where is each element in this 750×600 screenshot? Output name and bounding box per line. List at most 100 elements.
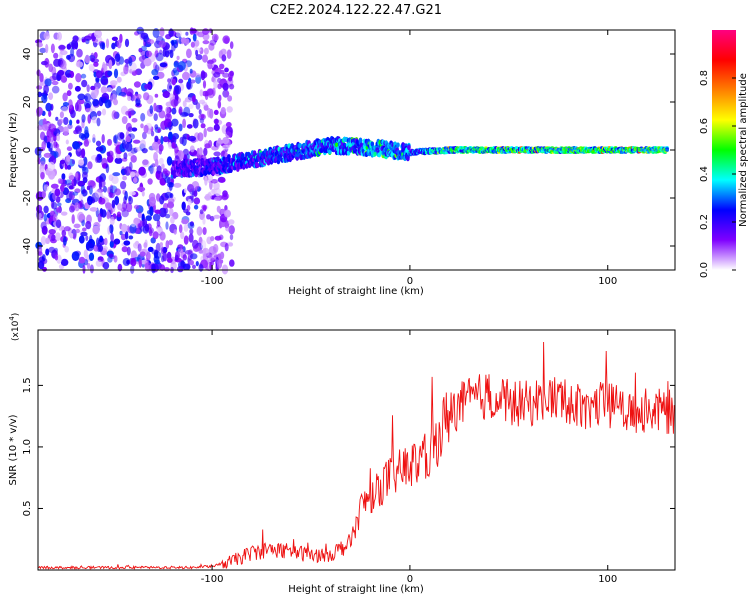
heatmap-cell [83, 100, 92, 109]
heatmap-cell [65, 139, 69, 145]
heatmap-cell [202, 54, 208, 63]
heatmap-cell [92, 98, 100, 107]
heatmap-cell [189, 68, 193, 74]
heatmap-cell [84, 95, 88, 102]
heatmap-cell [109, 216, 115, 226]
heatmap-cell [168, 239, 174, 246]
heatmap-cell [56, 133, 61, 142]
heatmap-cell [71, 159, 75, 165]
heatmap-cell [81, 114, 86, 123]
heatmap-cell [224, 209, 231, 218]
heatmap-cell [183, 188, 187, 194]
heatmap-cell [65, 73, 72, 78]
heatmap-cell [154, 158, 159, 167]
heatmap-cell [124, 230, 129, 240]
heatmap-cell [48, 92, 54, 100]
heatmap-cell [111, 36, 118, 41]
heatmap-cell [50, 43, 55, 54]
heatmap-cell [125, 110, 130, 116]
heatmap-cell [213, 80, 218, 89]
heatmap-cell [227, 219, 235, 225]
heatmap-cell [213, 109, 219, 115]
heatmap-cell [66, 165, 72, 170]
heatmap-cell [78, 235, 85, 244]
heatmap-cell [82, 227, 87, 232]
heatmap-cell [153, 102, 157, 112]
heatmap-cell [219, 80, 225, 85]
heatmap-cell [197, 132, 204, 142]
heatmap-cell [222, 72, 230, 78]
snr-multiplier-label: (x104) [8, 313, 21, 341]
snr-panel: -100 0 100 0.5 1.0 1.5 (x104) Height of stra… [8, 313, 676, 595]
heatmap-cell [158, 40, 166, 48]
heatmap-cell [283, 152, 288, 159]
heatmap-cell [100, 86, 108, 94]
heatmap-cell [180, 37, 187, 44]
heatmap-cell [177, 265, 184, 273]
heatmap-cell [128, 56, 133, 67]
heatmap-cell [140, 32, 149, 39]
heatmap-cell [194, 39, 200, 47]
heatmap-cell [102, 61, 106, 72]
heatmap-cell [195, 49, 199, 57]
heatmap-cell [160, 246, 165, 255]
heatmap-cell [119, 132, 125, 140]
heatmap-cell [117, 203, 123, 211]
heatmap-cell [185, 31, 189, 36]
heatmap-cell [79, 193, 84, 200]
heatmap-cell [45, 237, 50, 244]
heatmap-cell [68, 99, 73, 109]
heatmap-cell [43, 184, 49, 192]
heatmap-cell [141, 190, 145, 197]
heatmap-cell [177, 244, 184, 251]
heatmap-cell [209, 108, 214, 119]
heatmap-cell [216, 259, 223, 269]
heatmap-cell [60, 258, 69, 266]
x-tick-label: -100 [201, 276, 224, 287]
heatmap-cell [138, 47, 143, 53]
heatmap-cell [53, 58, 61, 67]
heatmap-cell [98, 244, 103, 252]
heatmap-cell [165, 221, 169, 230]
heatmap-cell [176, 55, 180, 61]
heatmap-cell [40, 221, 47, 231]
heatmap-cell [136, 93, 142, 100]
heatmap-cell [66, 43, 72, 50]
heatmap-cell [199, 89, 204, 97]
heatmap-cell [43, 84, 49, 94]
heatmap-cell [95, 259, 103, 267]
heatmap-cell [59, 159, 66, 164]
heatmap-cell [163, 267, 170, 272]
heatmap-cell [156, 193, 161, 202]
heatmap-cell [154, 209, 161, 215]
heatmap-cell [216, 205, 221, 213]
heatmap-cell [72, 191, 79, 196]
heatmap-cell [40, 131, 46, 141]
heatmap-cell [102, 261, 110, 270]
heatmap-cell [76, 119, 80, 124]
heatmap-cell [105, 87, 113, 93]
heatmap-cell [179, 136, 184, 145]
heatmap-cell [128, 196, 134, 205]
heatmap-cell [154, 93, 159, 98]
heatmap-cell [166, 257, 173, 263]
heatmap-cell [118, 91, 126, 97]
heatmap-cell [95, 156, 100, 164]
heatmap-cell [159, 62, 168, 68]
heatmap-cell [214, 235, 222, 241]
heatmap-cell [85, 235, 89, 242]
heatmap-cell [96, 110, 102, 117]
heatmap-cell [140, 123, 144, 129]
heatmap-cell [185, 38, 190, 45]
heatmap-cell [222, 82, 229, 91]
heatmap-cell [85, 38, 90, 45]
heatmap-cell [121, 116, 128, 124]
heatmap-cell [108, 59, 113, 70]
heatmap-cell [174, 85, 182, 95]
heatmap-cell [183, 224, 189, 232]
heatmap-cell [155, 242, 161, 253]
heatmap-cell [96, 117, 101, 127]
heatmap-cell [131, 222, 136, 228]
heatmap-cell [88, 252, 95, 261]
heatmap-cell [159, 231, 166, 241]
